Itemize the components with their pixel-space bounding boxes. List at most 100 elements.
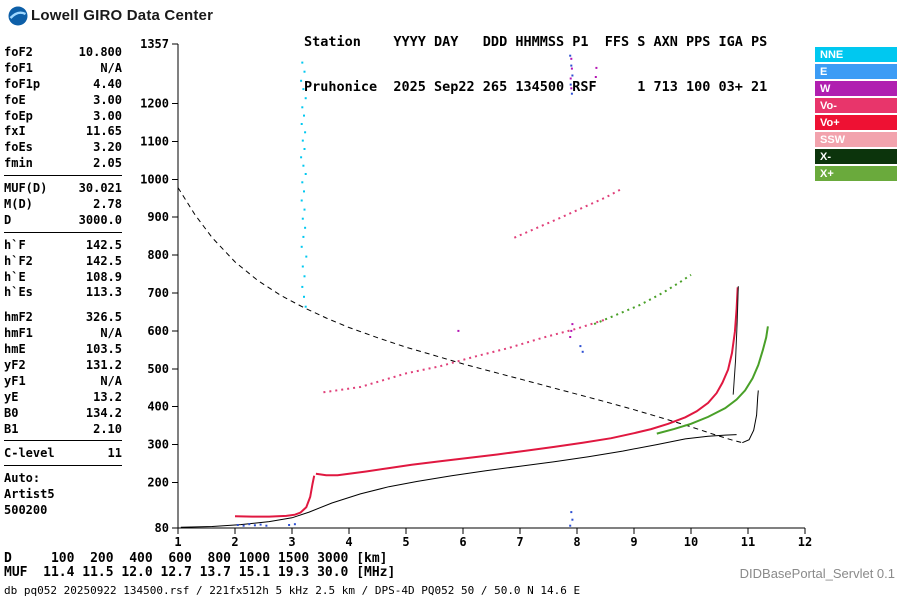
parameter-label: foE	[4, 92, 26, 107]
distance-row: D 100 200 400 600 800 1000 1500 3000 [km…	[4, 551, 388, 566]
x-trace	[656, 326, 769, 435]
parameter-label: 500200	[4, 503, 48, 518]
parameter-value: 2.78	[93, 196, 122, 211]
legend-item-e: E	[815, 64, 897, 79]
parameter-row: M(D) 2.78	[4, 196, 122, 212]
svg-text:3: 3	[288, 535, 295, 549]
parameter-value: N/A	[100, 60, 122, 75]
servlet-version: DIDBasePortal_Servlet 0.1	[739, 566, 895, 581]
page-title: Lowell GIRO Data Center	[31, 7, 214, 24]
second-hop-o-trace	[323, 318, 606, 394]
parameter-row: Artist5	[4, 486, 122, 502]
svg-text:5: 5	[402, 535, 409, 549]
station-header: Station YYYY DAY DDD HHMMSS P1 FFS S AXN…	[304, 5, 767, 125]
parameter-value: 142.5	[85, 253, 122, 268]
parameter-row: foEs 3.20	[4, 139, 122, 155]
parameter-row: 500200	[4, 502, 122, 518]
data-source-line: db pq052 20250922 134500.rsf / 221fx512h…	[4, 584, 581, 597]
legend-item-vo: Vo-	[815, 98, 897, 113]
parameter-label: C-level	[4, 446, 55, 461]
parameter-row: hmF2 326.5	[4, 309, 122, 325]
svg-text:700: 700	[147, 286, 169, 300]
svg-text:1200: 1200	[140, 97, 169, 111]
muf-row: MUF 11.4 11.5 12.0 12.7 13.7 15.1 19.3 3…	[4, 565, 396, 580]
svg-text:800: 800	[147, 248, 169, 262]
transmission-curve	[177, 187, 743, 444]
svg-text:1100: 1100	[140, 134, 169, 148]
parameter-value: 2.05	[93, 156, 122, 171]
parameter-row: hmF1 N/A	[4, 325, 122, 341]
svg-text:10: 10	[684, 535, 698, 549]
parameter-value: 3.00	[93, 108, 122, 123]
parameter-row: yE 13.2	[4, 389, 122, 405]
legend-item-x: X+	[815, 166, 897, 181]
parameter-label: B1	[4, 421, 19, 436]
parameter-label: fmin	[4, 156, 33, 171]
parameter-row: Auto:	[4, 470, 122, 486]
panel-separator	[4, 440, 122, 442]
parameter-value: 3.20	[93, 140, 122, 155]
station-header-values: Pruhonice 2025 Sep22 265 134500 RSF 1 71…	[304, 79, 768, 95]
station-header-columns: Station YYYY DAY DDD HHMMSS P1 FFS S AXN…	[304, 34, 768, 50]
parameter-row: h`E 108.9	[4, 269, 122, 285]
svg-text:1000: 1000	[140, 172, 169, 186]
polarization-legend: NNE E W Vo- Vo+ SSW X- X+	[815, 47, 897, 183]
parameter-value: 113.3	[85, 285, 122, 300]
parameter-row: B1 2.10	[4, 421, 122, 437]
interference-magenta	[457, 57, 598, 338]
spread-f-cyan	[300, 61, 308, 308]
parameter-value: 11.65	[85, 124, 122, 139]
svg-text:2: 2	[231, 535, 238, 549]
svg-text:7: 7	[516, 535, 523, 549]
o-trace-e-layer	[234, 475, 316, 518]
svg-text:600: 600	[147, 324, 169, 338]
legend-item-x: X-	[815, 149, 897, 164]
parameter-value: 3.00	[93, 92, 122, 107]
parameter-value: 3000.0	[78, 212, 122, 227]
parameter-row: foF2 10.800	[4, 44, 122, 60]
parameter-value: 13.2	[93, 389, 122, 404]
parameter-value: N/A	[100, 373, 122, 388]
parameter-label: D	[4, 212, 12, 227]
parameter-value: 103.5	[85, 342, 122, 357]
parameter-label: Artist5	[4, 487, 55, 502]
panel-separator	[4, 231, 122, 233]
svg-text:1357: 1357	[140, 37, 169, 51]
svg-text:400: 400	[147, 400, 169, 414]
parameter-row: h`F 142.5	[4, 237, 122, 253]
second-hop-x-trace	[593, 273, 692, 326]
parameter-row: fxI 11.65	[4, 123, 122, 139]
parameter-value: 30.021	[78, 181, 122, 196]
svg-text:900: 900	[147, 210, 169, 224]
parameter-label: foF1	[4, 60, 33, 75]
svg-text:500: 500	[147, 362, 169, 376]
parameter-row: C-level 11	[4, 445, 122, 461]
parameter-value: 108.9	[85, 269, 122, 284]
parameter-value: 142.5	[85, 237, 122, 252]
parameter-row: MUF(D) 30.021	[4, 180, 122, 196]
svg-text:12: 12	[798, 535, 812, 549]
third-hop-o-trace	[513, 187, 624, 239]
parameter-value: 326.5	[85, 310, 122, 325]
svg-text:6: 6	[459, 535, 466, 549]
legend-item-ssw: SSW	[815, 132, 897, 147]
parameter-label: h`Es	[4, 285, 33, 300]
parameter-row: fmin 2.05	[4, 155, 122, 171]
parameter-label: Auto:	[4, 471, 41, 486]
panel-separator	[4, 465, 122, 467]
parameter-value: 10.800	[78, 44, 122, 59]
parameter-label: fxI	[4, 124, 26, 139]
parameter-value: 2.10	[93, 421, 122, 436]
svg-text:200: 200	[147, 476, 169, 490]
parameter-row: h`F2 142.5	[4, 253, 122, 269]
plot-axes	[172, 43, 806, 534]
parameter-row: foE 3.00	[4, 92, 122, 108]
legend-item-w: W	[815, 81, 897, 96]
parameter-label: yF1	[4, 373, 26, 388]
axis-tick-labels: 8020030040050060070080090010001100120013…	[140, 37, 812, 549]
parameter-label: yE	[4, 389, 19, 404]
legend-item-vo: Vo+	[815, 115, 897, 130]
lowell-logo	[8, 6, 28, 26]
parameter-value: 131.2	[85, 357, 122, 372]
